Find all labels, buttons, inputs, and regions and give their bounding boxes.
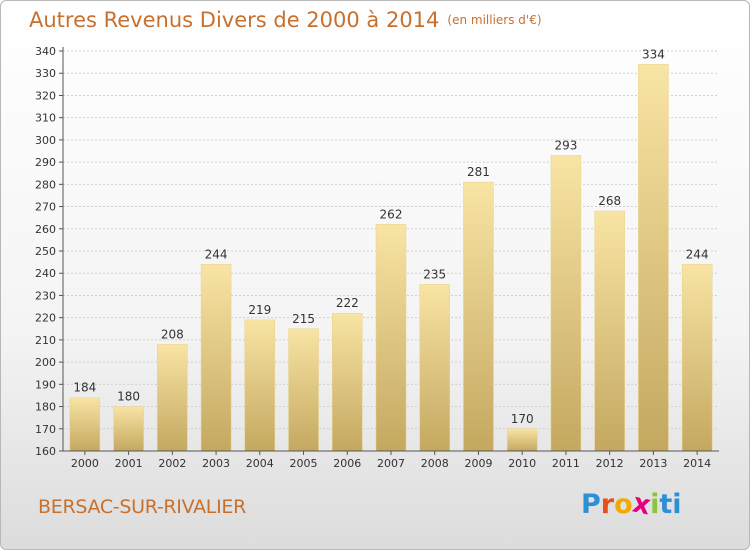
bar-2001: [113, 406, 144, 452]
data-label: 222: [336, 296, 359, 310]
data-label: 235: [423, 267, 446, 281]
bar-2005: [288, 328, 319, 452]
bar-2011: [550, 155, 582, 452]
logo-letter: i: [650, 489, 660, 520]
y-tick-label: 300: [35, 134, 56, 147]
x-tick-label: 2004: [246, 457, 274, 470]
x-tick-label: 2008: [421, 457, 449, 470]
x-tick-label: 2014: [683, 457, 711, 470]
y-tick-label: 160: [35, 445, 56, 458]
y-tick-label: 190: [35, 378, 56, 391]
place-name: BERSAC-SUR-RIVALIER: [38, 496, 246, 518]
y-tick-label: 320: [35, 89, 56, 102]
data-label: 262: [380, 207, 403, 221]
data-label: 170: [511, 412, 534, 426]
bar-2006: [332, 312, 363, 452]
x-tick-label: 2013: [639, 457, 667, 470]
logo-letter: t: [659, 489, 673, 520]
bar-2002: [157, 344, 188, 452]
bars: 184 180 208 244 219 215 222 262 235 281 170 293 268 3…: [69, 47, 713, 452]
data-label: 184: [73, 381, 96, 395]
y-tick-label: 340: [35, 45, 56, 58]
logo-letter: P: [581, 489, 601, 520]
x-tick-label: 2003: [202, 457, 230, 470]
y-tick-label: 260: [35, 223, 56, 236]
y-tick-label: 220: [35, 312, 56, 325]
x-tick-label: 2006: [333, 457, 361, 470]
y-tick-label: 250: [35, 245, 56, 258]
x-tick-label: 2001: [115, 457, 143, 470]
bar-2007: [375, 224, 407, 452]
y-tick-label: 280: [35, 178, 56, 191]
y-tick-label: 170: [35, 423, 56, 436]
y-tick-label: 180: [35, 401, 56, 414]
x-tick-label: 2002: [158, 457, 186, 470]
bar-2003: [200, 264, 232, 452]
data-label: 244: [205, 247, 228, 261]
chart-title: Autres Revenus Divers de 2000 à 2014 (en …: [29, 8, 542, 32]
logo-letter: o: [614, 489, 633, 520]
bar-2010: [506, 428, 538, 452]
x-tick-label: 2009: [464, 457, 492, 470]
x-tick-label: 2011: [552, 457, 580, 470]
data-label: 334: [642, 47, 665, 61]
data-label: 281: [467, 165, 490, 179]
bar-2009: [463, 181, 494, 452]
proxiti-logo: Proxiti: [581, 488, 682, 522]
bar-2000: [69, 397, 101, 452]
data-label: 208: [161, 327, 184, 341]
x-tick-label: 2007: [377, 457, 405, 470]
data-label: 180: [117, 390, 140, 404]
chart-subtitle: (en milliers d'€): [447, 13, 542, 27]
logo-letter: r: [600, 489, 615, 520]
data-label: 215: [292, 312, 315, 326]
bar-2012: [594, 210, 625, 452]
axes: 160 170 180 190 200 210 220 230 240 250 260 270 280 2…: [35, 45, 719, 470]
y-tick-label: 230: [35, 289, 56, 302]
bar-2008: [419, 284, 450, 452]
data-label: 219: [248, 303, 271, 317]
y-tick-label: 310: [35, 112, 56, 125]
x-tick-label: 2005: [290, 457, 318, 470]
bar-2014: [681, 264, 713, 452]
x-tick-label: 2000: [71, 457, 99, 470]
y-tick-label: 240: [35, 267, 56, 280]
y-tick-label: 270: [35, 201, 56, 214]
x-tick-label: 2012: [596, 457, 624, 470]
bar-2013: [638, 64, 669, 452]
data-label: 293: [554, 138, 577, 152]
logo-letter: i: [672, 489, 682, 520]
x-tick-label: 2010: [508, 457, 536, 470]
y-tick-label: 210: [35, 334, 56, 347]
data-label: 244: [686, 247, 709, 261]
data-label: 268: [598, 194, 621, 208]
y-tick-label: 200: [35, 356, 56, 369]
y-tick-label: 290: [35, 156, 56, 169]
y-tick-label: 330: [35, 67, 56, 80]
bar-2004: [244, 319, 276, 452]
